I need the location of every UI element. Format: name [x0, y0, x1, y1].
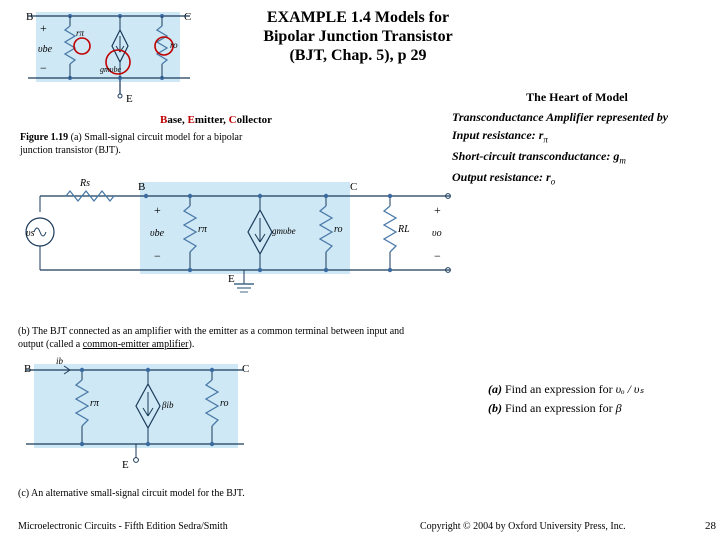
caption-b: (b) The BJT connected as an amplifier wi… [18, 326, 418, 351]
svg-text:rπ: rπ [76, 28, 85, 38]
caption-a: Figure 1.19 (a) Small-signal circuit mod… [20, 132, 270, 157]
caption-c: (c) An alternative small-signal circuit … [18, 488, 245, 499]
svg-text:RL: RL [397, 224, 410, 235]
svg-text:Rs: Rs [79, 178, 90, 189]
title: EXAMPLE 1.4 Models for Bipolar Junction … [218, 8, 498, 66]
svg-text:−: − [40, 61, 47, 75]
svg-text:rπ: rπ [198, 224, 208, 235]
svg-text:C: C [242, 363, 249, 375]
svg-text:+: + [40, 21, 47, 35]
svg-text:E: E [228, 273, 235, 285]
circuit-c: B C ib rπ βib ro E [20, 356, 250, 476]
label-B: B [26, 11, 33, 23]
svg-text:υo: υo [432, 228, 442, 239]
bec-labels: Base, Emitter, Collector [160, 114, 272, 126]
svg-text:B: B [138, 181, 145, 193]
heart-of-model: The Heart of Model Transconductance Ampl… [452, 88, 702, 189]
svg-text:ro: ro [334, 224, 343, 235]
svg-text:+: + [434, 203, 441, 217]
page-number: 28 [705, 520, 716, 532]
title-line2: Bipolar Junction Transistor [218, 27, 498, 46]
label-E: E [126, 93, 133, 105]
svg-text:−: − [434, 249, 441, 263]
title-line1: EXAMPLE 1.4 Models for [218, 8, 498, 27]
heart-header: The Heart of Model [452, 88, 702, 106]
svg-text:ro: ro [170, 40, 178, 50]
svg-text:E: E [122, 459, 129, 471]
svg-text:gmυbe: gmυbe [272, 226, 296, 236]
find-block: (a) Find an expression for υₒ / υₛ (b) F… [488, 380, 644, 418]
svg-text:C: C [350, 181, 357, 193]
svg-text:gmυbe: gmυbe [100, 65, 121, 74]
svg-text:−: − [154, 249, 161, 263]
label-C: C [184, 11, 191, 23]
circuit-b: υs Rs B + υbe − rπ gmυbe ro C RL + υo − … [20, 176, 460, 306]
svg-text:υs: υs [26, 228, 35, 239]
footer-copyright: Copyright © 2004 by Oxford University Pr… [420, 521, 626, 532]
svg-text:ro: ro [220, 398, 229, 409]
svg-text:υbe: υbe [150, 228, 165, 239]
circuit-a: B C E + υbe − rπ gmυbe ro [22, 6, 194, 106]
svg-text:rπ: rπ [90, 398, 100, 409]
svg-text:υbe: υbe [38, 44, 53, 55]
footer-left: Microelectronic Circuits - Fifth Edition… [18, 521, 228, 532]
svg-text:B: B [24, 363, 31, 375]
svg-text:+: + [154, 203, 161, 217]
svg-text:βib: βib [161, 400, 174, 410]
title-line3: (BJT, Chap. 5), p 29 [218, 46, 498, 65]
svg-text:ib: ib [56, 356, 64, 366]
